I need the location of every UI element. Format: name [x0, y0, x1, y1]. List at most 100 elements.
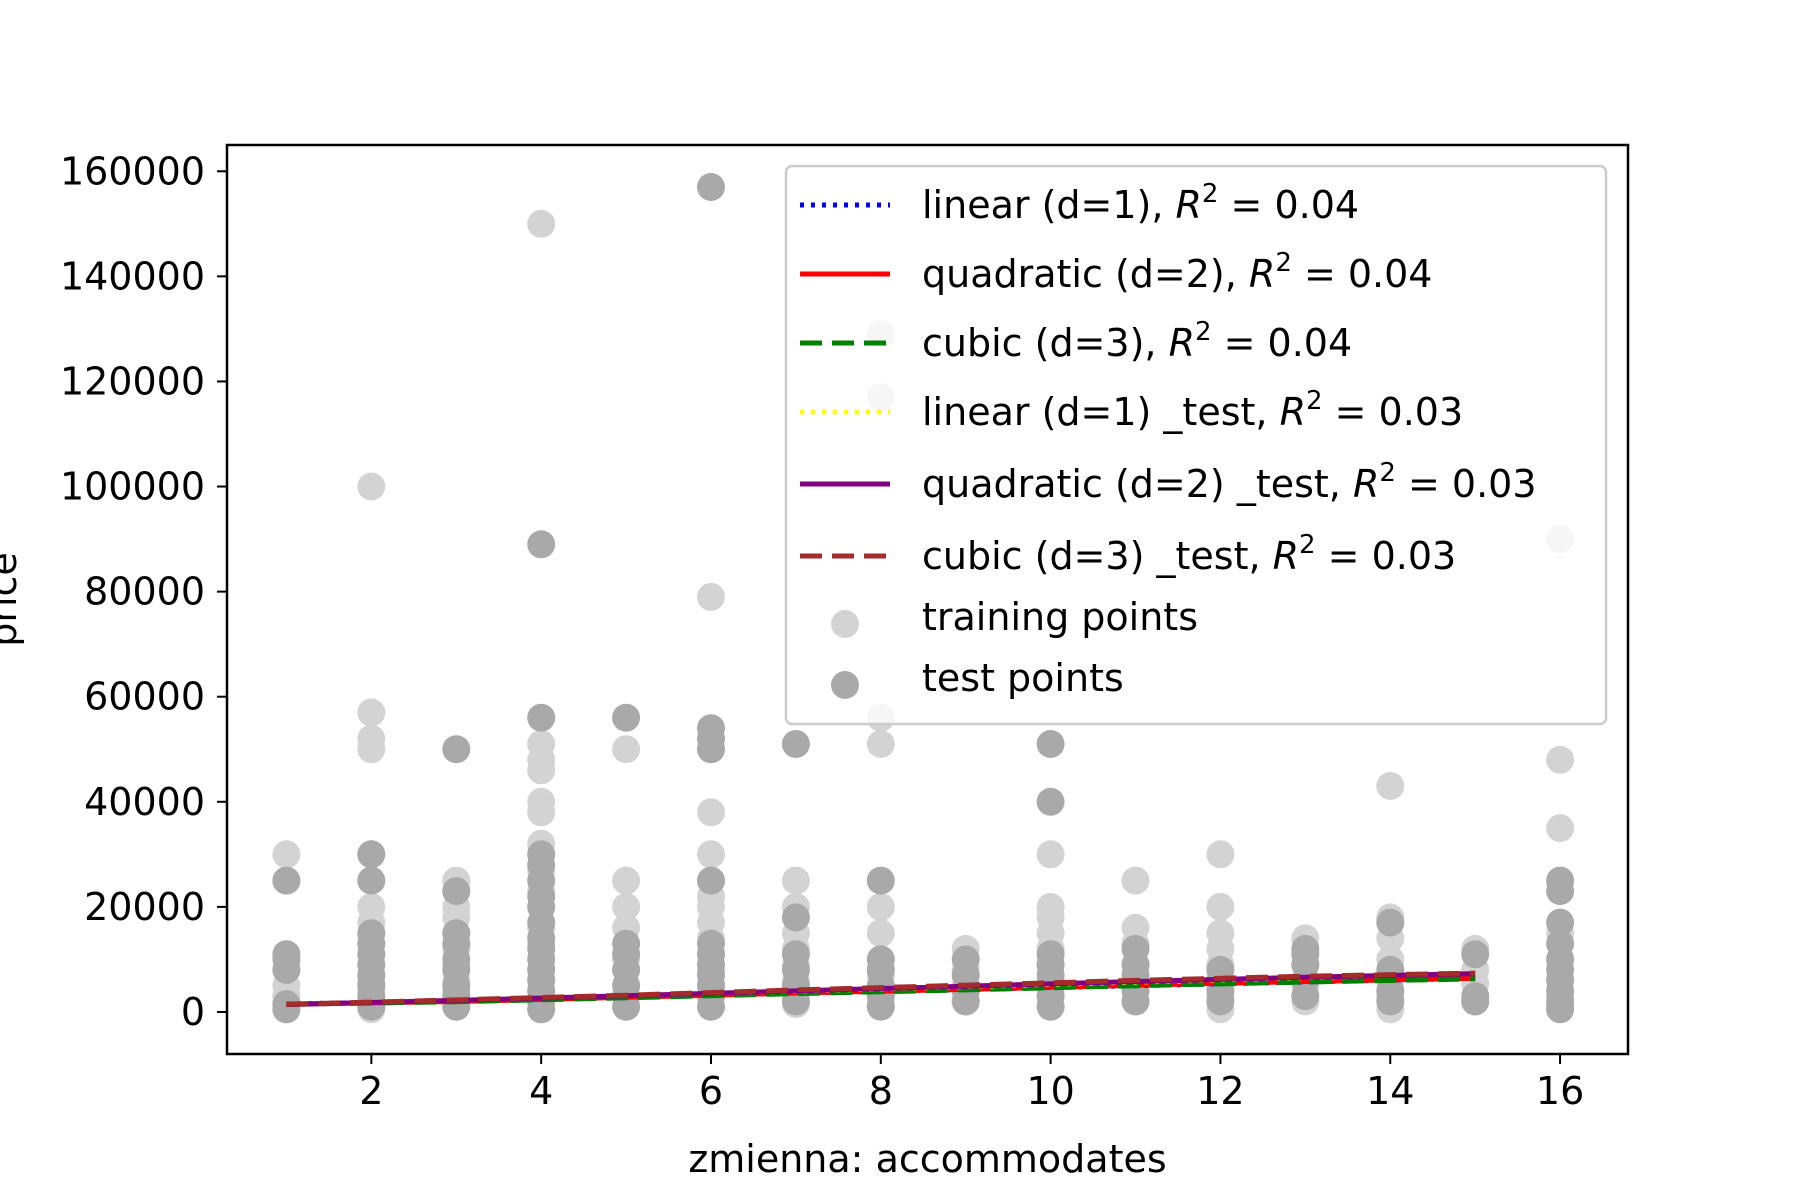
training-point	[1546, 745, 1575, 774]
y-tick-label: 40000	[84, 780, 205, 824]
legend-label: test points	[922, 656, 1124, 700]
x-tick-label: 8	[869, 1069, 893, 1113]
x-tick-label: 14	[1366, 1069, 1414, 1113]
x-tick-label: 12	[1196, 1069, 1244, 1113]
test-point	[357, 840, 386, 869]
training-point	[866, 892, 895, 921]
training-point	[357, 724, 386, 753]
training-point	[357, 472, 386, 501]
test-point	[1461, 940, 1490, 969]
training-point	[527, 730, 556, 758]
ticks-layer: 2 4 6 8 10 12 14 16 0 20000 40000 60000 80000 100000 1…	[60, 149, 1584, 1113]
x-tick-label: 16	[1536, 1069, 1584, 1113]
training-point	[612, 735, 641, 764]
legend-label: cubic (d=3) _test, R2 = 0.03	[922, 530, 1456, 578]
legend-label: cubic (d=3), R2 = 0.04	[922, 317, 1352, 365]
x-tick-label: 6	[699, 1069, 723, 1113]
test-point	[612, 929, 641, 958]
legend-label: linear (d=1), R2 = 0.04	[922, 179, 1359, 227]
legend-marker-swatch	[831, 610, 859, 638]
test-point	[442, 877, 471, 906]
test-point	[1461, 982, 1490, 1011]
training-point	[1376, 772, 1405, 800]
test-point	[781, 903, 810, 932]
x-tick-label: 10	[1026, 1069, 1074, 1113]
y-tick-label: 20000	[84, 885, 205, 929]
test-point	[951, 945, 980, 974]
training-point	[527, 787, 556, 816]
test-point	[527, 840, 556, 869]
legend-label: quadratic (d=2), R2 = 0.04	[922, 248, 1432, 296]
test-point	[442, 919, 471, 948]
training-point	[1206, 840, 1235, 869]
y-tick-label: 80000	[84, 570, 205, 614]
test-point	[357, 919, 386, 948]
training-point	[697, 798, 725, 827]
test-point	[866, 945, 895, 974]
training-point	[612, 866, 641, 895]
test-point	[781, 730, 810, 758]
legend-box	[784, 164, 1608, 726]
training-point	[357, 698, 386, 727]
legend-marker-swatch	[831, 671, 859, 699]
test-point	[272, 866, 301, 895]
axes-frame	[225, 143, 1630, 1056]
test-point	[527, 703, 556, 732]
training-point	[1206, 892, 1235, 921]
training-point	[1036, 840, 1065, 869]
test-point	[697, 173, 725, 201]
test-point	[781, 940, 810, 969]
test-point	[357, 866, 386, 895]
legend: linear (d=1), R2 = 0.04 quadratic (d=2), …	[784, 164, 1608, 726]
test-point	[866, 866, 895, 895]
lines-layer	[286, 970, 1476, 1008]
y-tick-label: 140000	[60, 254, 205, 298]
test-point	[1121, 934, 1150, 963]
training-point	[612, 892, 641, 921]
test-point	[1546, 908, 1575, 937]
training-point	[357, 892, 386, 921]
test-point	[697, 866, 725, 895]
y-tick-label: 100000	[60, 465, 205, 509]
test-point	[1036, 787, 1065, 816]
training-point	[1121, 913, 1150, 942]
y-axis-label: price	[0, 552, 25, 647]
legend-label: linear (d=1) _test, R2 = 0.03	[922, 386, 1463, 434]
test-point	[442, 735, 471, 764]
scatter-layer	[272, 173, 1575, 1024]
y-tick-label: 120000	[60, 359, 205, 403]
legend-label: quadratic (d=2) _test, R2 = 0.03	[922, 458, 1537, 506]
x-axis-label: zmienna: accommodates	[688, 1137, 1166, 1181]
fit-line-6	[286, 970, 1476, 1007]
training-point	[1546, 814, 1575, 843]
test-point	[1376, 976, 1405, 1005]
training-point	[866, 919, 895, 948]
test-point	[1546, 929, 1575, 958]
legend-label: training points	[922, 595, 1198, 639]
test-point	[1291, 934, 1320, 963]
test-point	[527, 530, 556, 559]
test-point	[272, 940, 301, 969]
training-point	[527, 209, 556, 238]
training-point	[697, 840, 725, 869]
y-tick-label: 160000	[60, 149, 205, 193]
y-tick-label: 60000	[84, 675, 205, 719]
training-point	[1036, 892, 1065, 921]
training-point	[866, 730, 895, 758]
training-point	[1121, 866, 1150, 895]
x-tick-label: 2	[359, 1069, 383, 1113]
training-point	[1206, 919, 1235, 948]
y-tick-label: 0	[181, 990, 205, 1034]
test-point	[1546, 866, 1575, 895]
test-point	[697, 929, 725, 958]
training-point	[781, 866, 810, 895]
test-point	[1036, 730, 1065, 758]
test-point	[1036, 940, 1065, 969]
test-point	[612, 703, 641, 732]
training-point	[697, 582, 725, 611]
test-point	[1376, 908, 1405, 937]
x-tick-label: 4	[529, 1069, 553, 1113]
test-points	[272, 173, 1575, 1024]
training-point	[272, 840, 301, 869]
